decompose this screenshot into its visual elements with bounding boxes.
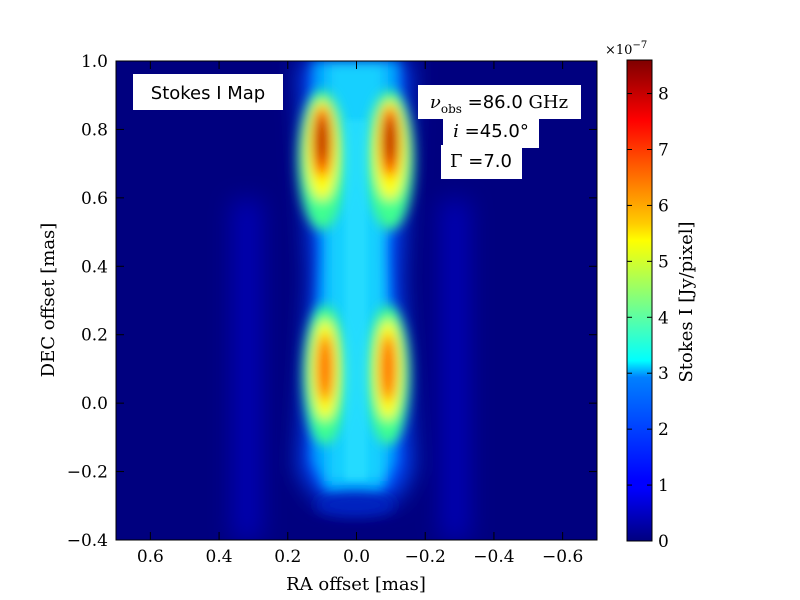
x-tick-label: 0.4 [206,547,233,567]
colorbar-tick-label: 7 [658,140,669,160]
inclination-value: =45.0° [459,121,529,142]
y-tick-label: 0.6 [81,189,108,209]
nu-value: =86.0 [462,92,523,113]
colorbar: 0 1 2 3 4 5 6 7 8 Stokes I [Jy/pixel] ×10−7 [605,40,697,552]
x-tick-label: 0.6 [137,547,164,567]
colorbar-tick-label: 6 [658,196,669,216]
lower-ring [315,493,395,517]
inclination-symbol: i [453,121,459,142]
inclination-text: i =45.0° [453,121,529,142]
nu-symbol: ν [430,92,441,113]
y-tick-label: −0.4 [67,531,108,551]
x-tick-label: −0.2 [405,547,446,567]
x-tick-label: 0.0 [343,547,370,567]
axis-ticks: 0.6 0.4 0.2 0.0 −0.2 −0.4 −0.6 −0.4 −0.2 0.0 0.2 0.… [67,52,597,567]
nu-obs-text: νobs =86.0 GHz [430,92,568,116]
colorbar-label: Stokes I [Jy/pixel] [676,221,697,382]
x-axis-label: RA offset [mas] [286,574,426,595]
x-tick-label: −0.6 [542,547,583,567]
colorbar-tick-label: 0 [658,532,669,552]
y-axis-label: DEC offset [mas] [38,223,59,378]
colorbar-ticks: 0 1 2 3 4 5 6 7 8 [627,85,669,552]
colorbar-gradient [626,59,653,542]
nu-obs-box: νobs =86.0 GHz [418,85,581,119]
map-label-text: Stokes I Map [151,83,265,104]
inclination-box: i =45.0° [443,115,539,148]
colorbar-tick-label: 8 [658,85,669,105]
gamma-box: Γ =7.0 [441,145,522,179]
y-tick-label: 0.4 [81,257,108,277]
lower-hotspots [303,305,410,445]
y-tick-label: 1.0 [81,52,108,72]
colorbar-tick-label: 4 [658,308,669,328]
colorbar-tick-label: 1 [658,476,669,496]
nu-unit: GHz [523,92,568,113]
gamma-text: Γ =7.0 [450,151,512,172]
y-tick-label: −0.2 [67,463,108,483]
x-tick-label: 0.2 [274,547,301,567]
mid-core [345,120,367,480]
colorbar-tick-label: 3 [658,364,669,384]
map-label-box: Stokes I Map [133,74,283,110]
gamma-symbol: Γ [450,151,463,172]
x-tick-label: −0.4 [473,547,514,567]
gamma-value: =7.0 [463,151,512,172]
colorbar-tick-label: 5 [658,252,669,272]
colorbar-tick-label: 2 [658,420,669,440]
y-tick-label: 0.8 [81,120,108,140]
upper-hotspots [298,90,414,230]
y-tick-label: 0.0 [81,394,108,414]
colorbar-multiplier: ×10−7 [605,40,647,58]
outer-shell [232,200,470,540]
y-tick-label: 0.2 [81,326,108,346]
nu-subscript: obs [441,102,462,116]
